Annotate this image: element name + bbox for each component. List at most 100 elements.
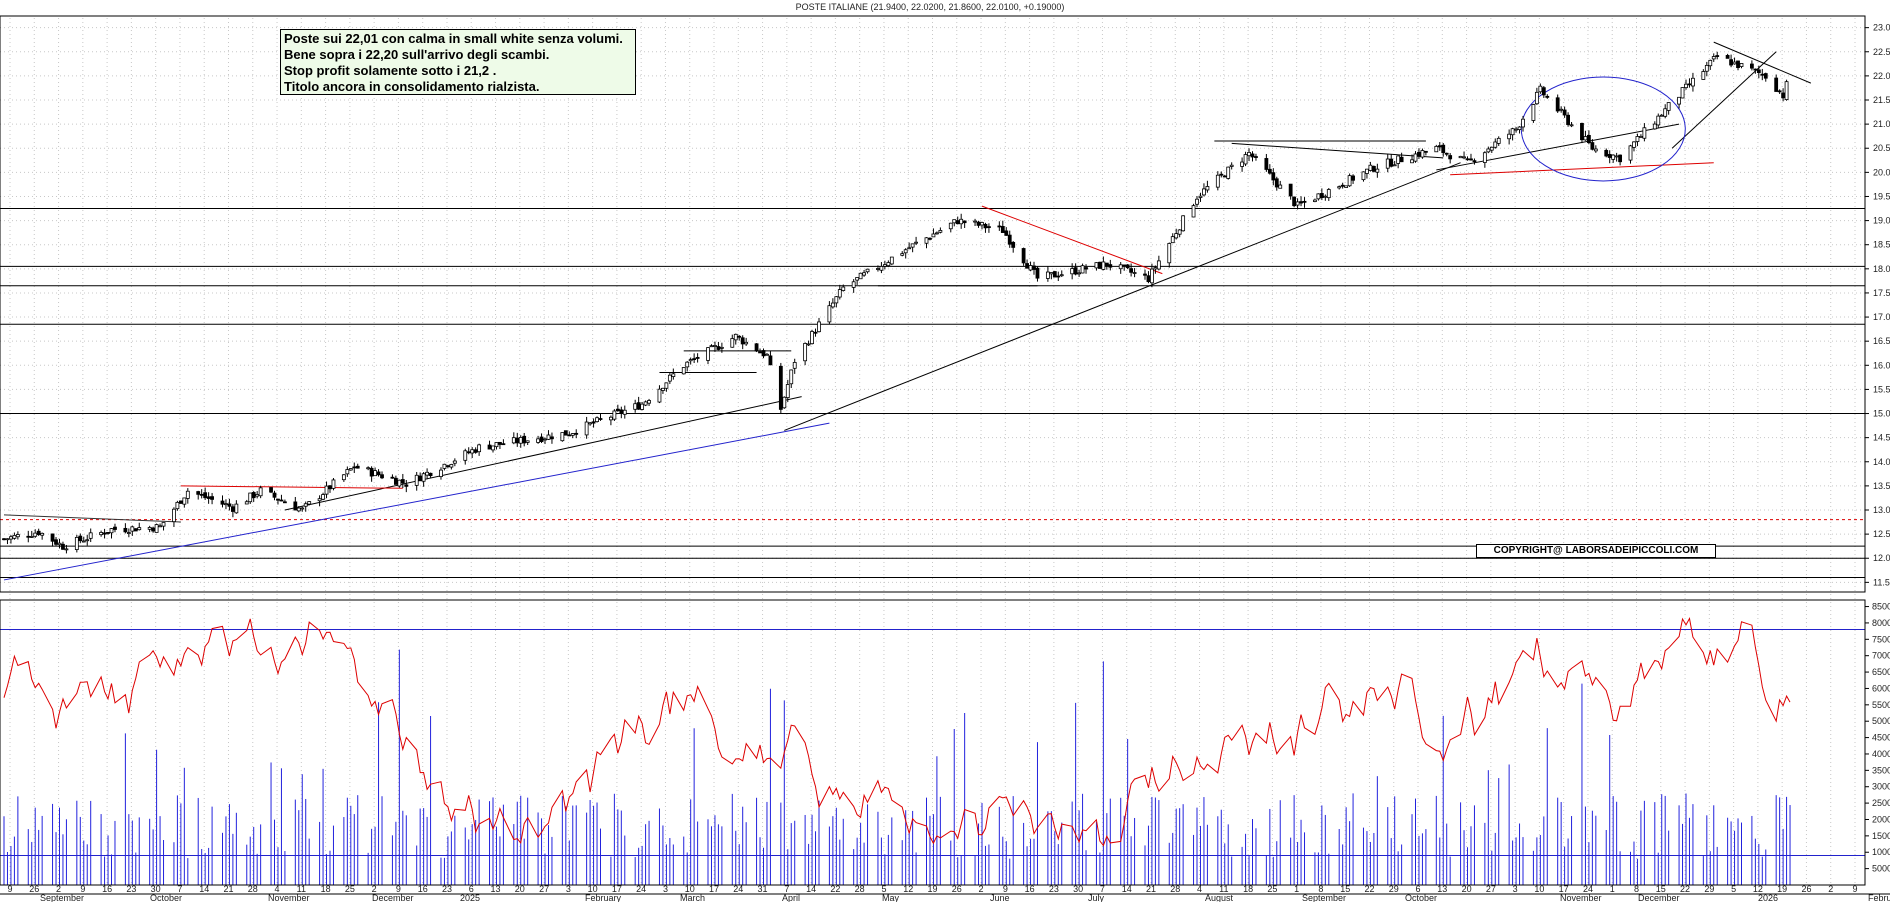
candle-body	[206, 496, 211, 499]
x-month-label: Februar	[1868, 893, 1890, 902]
candle-body	[404, 484, 409, 487]
x-tick-label: 29	[1704, 884, 1714, 894]
candle-body	[1559, 108, 1564, 111]
candle-body	[366, 467, 371, 470]
short-trend-a	[3, 514, 181, 523]
candle-body	[1056, 275, 1061, 278]
candle-body	[307, 501, 312, 505]
x-tick-label: 22	[1680, 884, 1690, 894]
candle-body	[172, 508, 176, 523]
x-tick-label: 17	[1559, 884, 1569, 894]
candle-body	[1389, 158, 1394, 167]
short-trend-b	[180, 485, 403, 489]
x-month-label: December	[1638, 893, 1680, 902]
candle-body	[1635, 136, 1640, 142]
candle-body	[1777, 90, 1782, 93]
note-line-4: Titolo ancora in consolidamento rialzist…	[284, 79, 540, 94]
candle-body	[716, 346, 721, 350]
candle-body	[251, 492, 256, 499]
candle-body	[1243, 154, 1248, 165]
x-tick-label: 18	[1243, 884, 1253, 894]
candle-body	[1344, 185, 1349, 188]
resistance-trendline-2	[1713, 41, 1812, 84]
candle-body	[789, 369, 794, 385]
candle-body	[1684, 83, 1688, 89]
candle-body	[1666, 102, 1671, 111]
y-tick-label: 14.0	[1873, 457, 1890, 467]
candle-body	[1122, 264, 1127, 267]
candle-body	[317, 498, 322, 502]
candle-body	[1118, 264, 1123, 270]
candle-body	[341, 474, 346, 481]
candle-body	[1507, 133, 1512, 140]
candle-body	[109, 528, 114, 534]
candle-body	[498, 441, 502, 445]
candle-body	[1028, 265, 1033, 271]
candle-body	[1639, 136, 1643, 138]
candle-body	[1458, 155, 1463, 159]
x-tick-label: 14	[806, 884, 816, 894]
candle-body	[78, 535, 83, 542]
y-tick-label: 18.0	[1873, 264, 1890, 274]
candle-body	[744, 341, 749, 345]
vol-y-tick-label: 40000	[1872, 749, 1890, 759]
candle-body	[331, 479, 336, 489]
candle-body	[1545, 95, 1550, 98]
candle-body	[123, 527, 128, 533]
candle-body	[574, 432, 579, 435]
y-tick-label: 17.5	[1873, 288, 1890, 298]
candle-body	[1392, 164, 1397, 167]
x-tick-label: 17	[709, 884, 719, 894]
note-line-3: Stop profit solamente sotto i 21,2 .	[284, 63, 497, 78]
x-tick-label: 19	[1777, 884, 1787, 894]
x-tick-label: 2	[372, 884, 377, 894]
y-tick-label: 16.5	[1873, 336, 1890, 346]
candle-body	[352, 466, 357, 469]
price-panel-frame	[0, 15, 1866, 593]
candle-body	[1025, 263, 1029, 269]
candle-body	[935, 232, 939, 235]
candle-body	[442, 463, 447, 469]
candle-body	[973, 220, 977, 223]
candle-body	[137, 527, 142, 531]
candle-body	[57, 542, 62, 546]
candle-body	[276, 498, 280, 501]
x-tick-label: 9	[7, 884, 12, 894]
candle-body	[841, 286, 846, 291]
candle-body	[12, 535, 17, 539]
candle-body	[1510, 128, 1515, 136]
candle-body	[147, 527, 152, 530]
candle-body	[1174, 233, 1179, 239]
candle-body	[619, 409, 624, 414]
candle-body	[1073, 267, 1078, 275]
candle-body	[657, 388, 662, 403]
candle-body	[1760, 73, 1765, 76]
candle-body	[1763, 73, 1768, 79]
candle-body	[688, 359, 693, 362]
candle-body	[1267, 168, 1272, 174]
candle-body	[900, 253, 905, 256]
candle-body	[959, 218, 964, 225]
vol-y-tick-label: 35000	[1872, 765, 1890, 775]
candle-body	[1292, 196, 1297, 207]
y-tick-label: 19.5	[1873, 191, 1890, 201]
candle-body	[1288, 183, 1293, 197]
y-tick-label: 11.5	[1873, 577, 1890, 587]
candle-body	[1049, 272, 1054, 275]
candle-body	[1489, 146, 1494, 151]
vol-y-tick-label: 85000	[1872, 602, 1890, 612]
candle-body	[983, 223, 988, 229]
candle-body	[1125, 264, 1130, 269]
x-tick-label: 9	[80, 884, 85, 894]
x-tick-label: 15	[1656, 884, 1666, 894]
x-tick-label: 3	[663, 884, 668, 894]
vol-y-tick-label: 10000	[1872, 847, 1890, 857]
candle-body	[810, 331, 814, 345]
x-month-label: November	[268, 893, 310, 902]
x-tick-label: 26	[1801, 884, 1811, 894]
candle-body	[230, 506, 235, 512]
vol-y-tick-label: 65000	[1872, 667, 1890, 677]
x-tick-label: 28	[1170, 884, 1180, 894]
candle-body	[158, 525, 162, 528]
note-line-2: Bene sopra i 22,20 sull'arrivo degli sca…	[284, 47, 550, 62]
